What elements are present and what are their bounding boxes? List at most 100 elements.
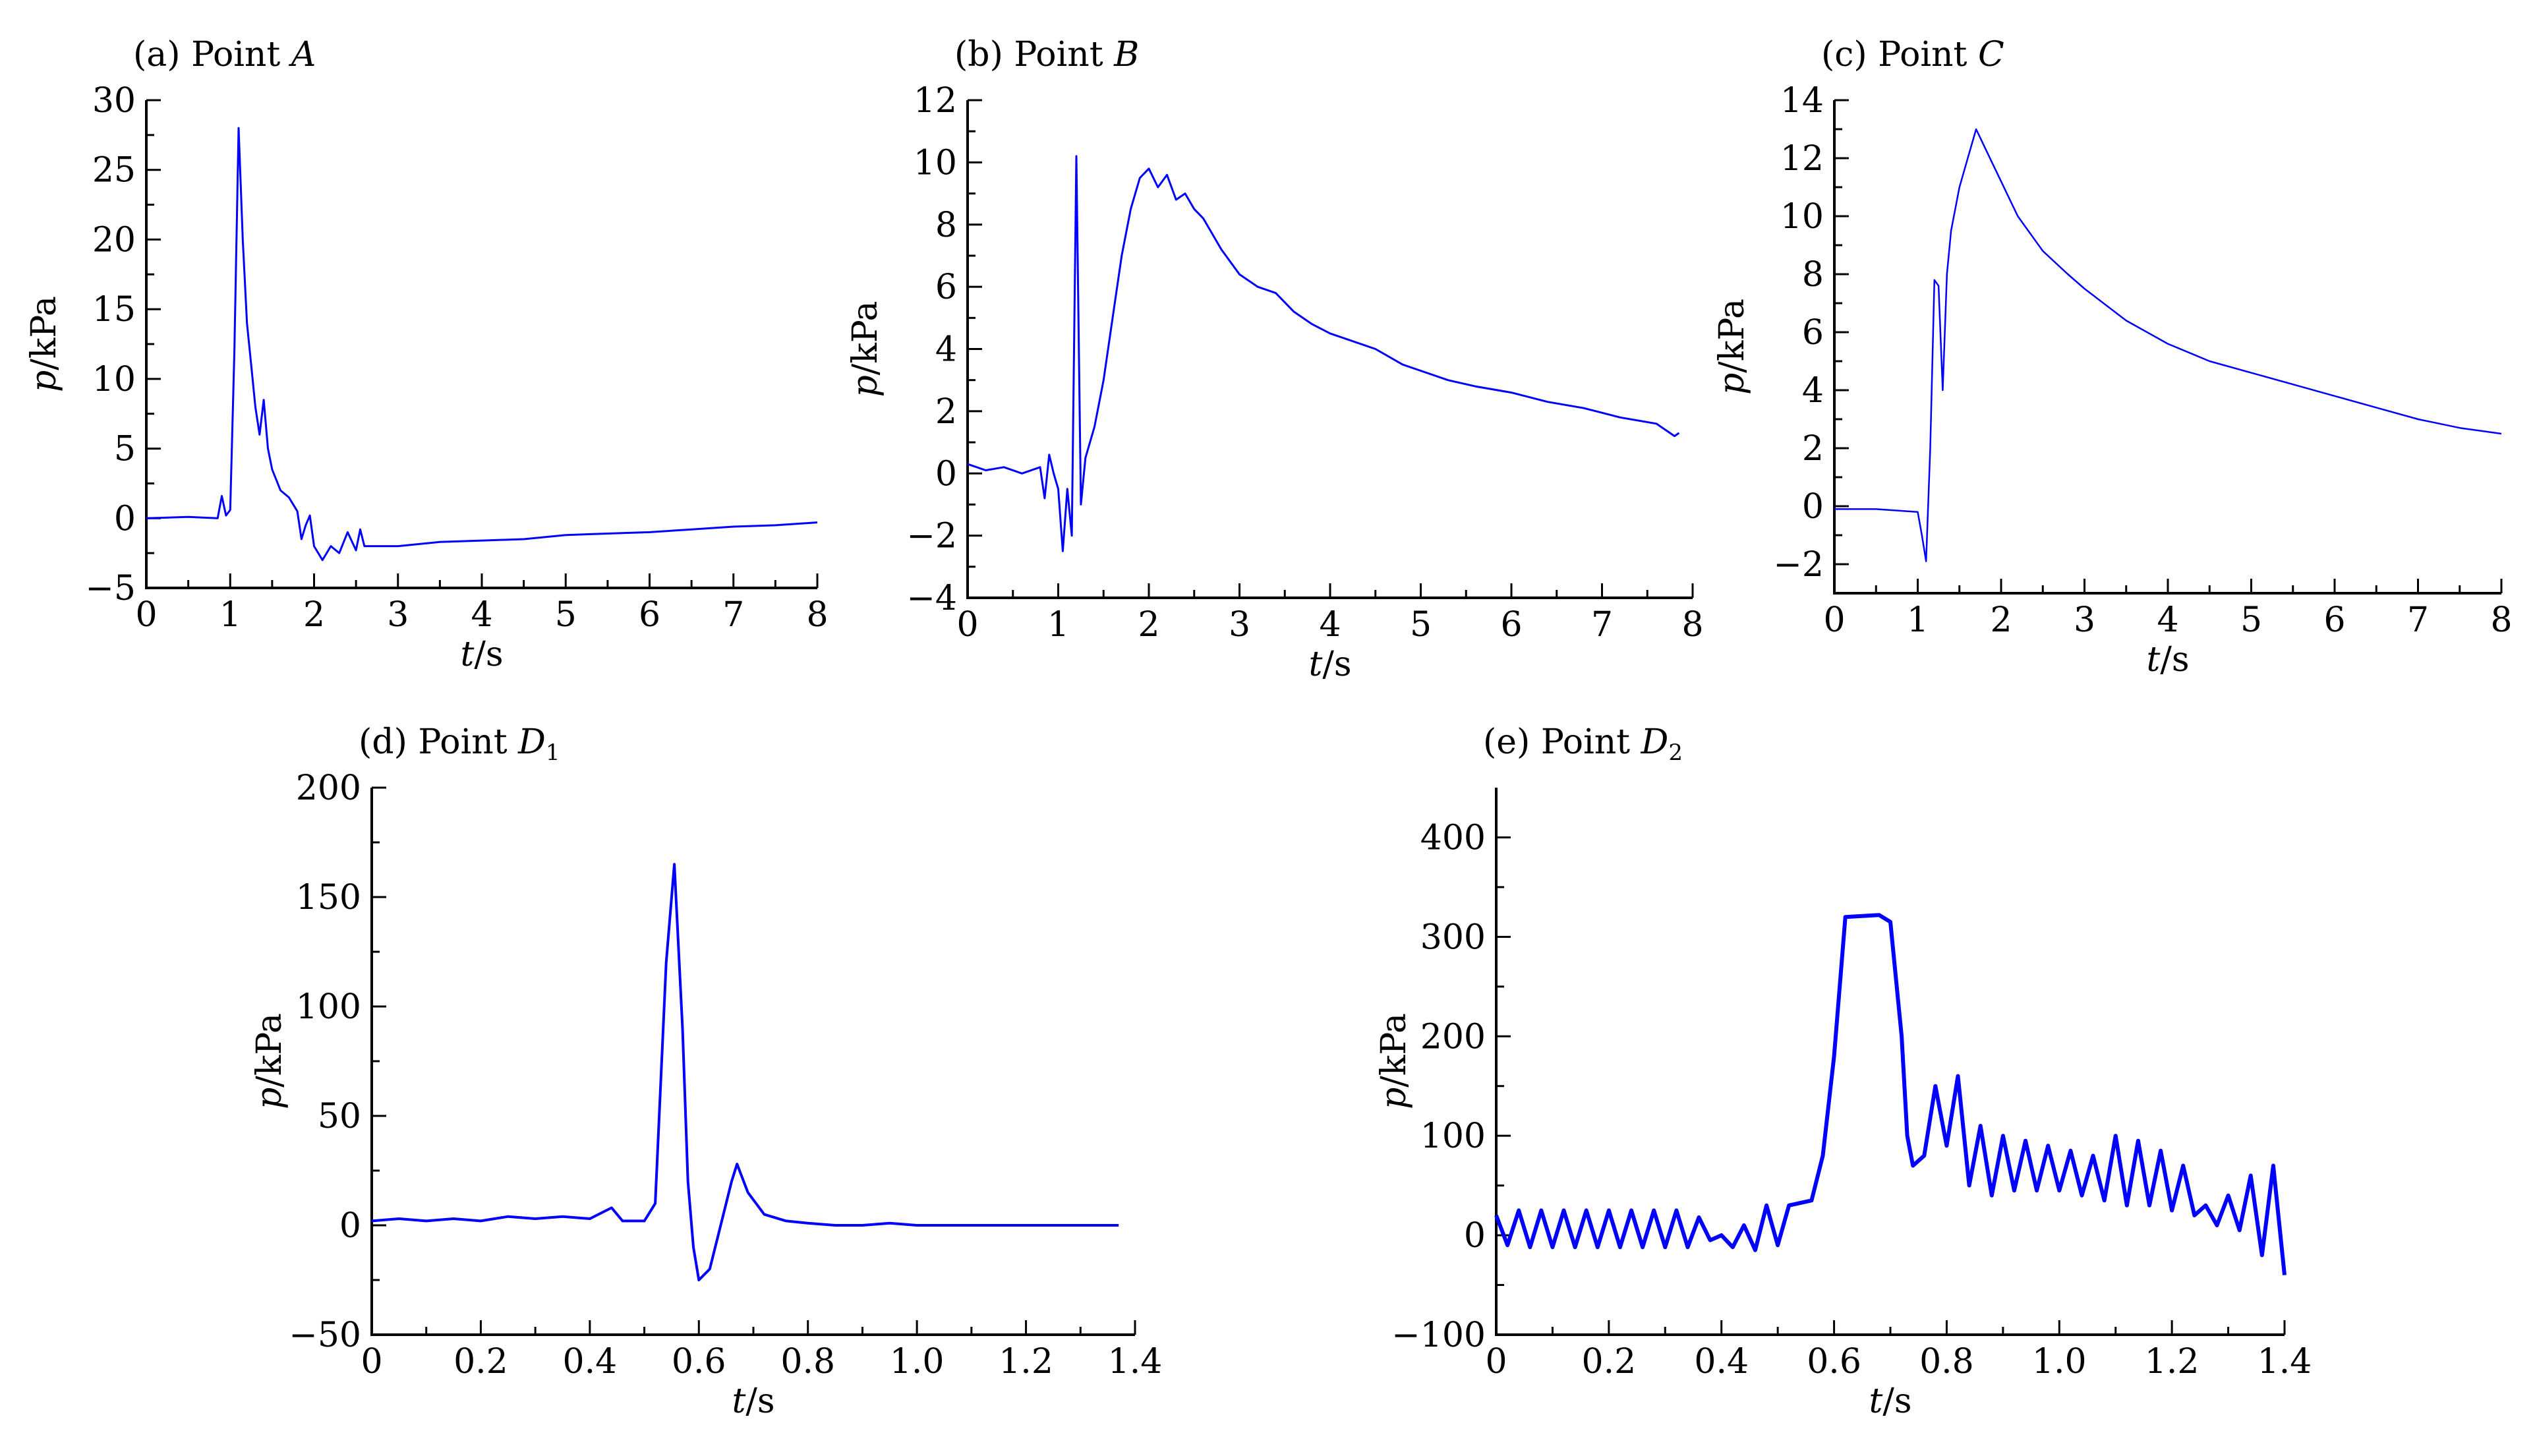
x-tick-label: 7 (722, 595, 744, 635)
y-tick-label: 12 (914, 81, 957, 121)
y-tick-label: −4 (906, 579, 957, 618)
panel-title-prefix: (d) Point (359, 722, 518, 762)
y-tick-label: 20 (92, 220, 136, 260)
series-line (1834, 128, 2502, 562)
y-axis-unit: /kPa (1712, 299, 1752, 373)
x-axis-var: t (732, 1382, 745, 1421)
y-tick-label: 8 (935, 206, 957, 245)
x-tick-label: 3 (1229, 605, 1250, 645)
x-tick-label: 8 (2490, 600, 2512, 640)
y-tick-label: 5 (114, 430, 136, 469)
axes-frame (1833, 100, 2501, 595)
x-tick-label: 1.4 (1108, 1342, 1163, 1382)
x-tick-label: 2 (1990, 600, 2012, 640)
x-tick-label: 0 (135, 595, 157, 635)
y-tick-label: 100 (296, 987, 361, 1027)
x-axis-var: t (2146, 640, 2160, 680)
y-tick-label: −5 (85, 569, 136, 608)
x-tick-label: 4 (471, 595, 492, 635)
panel-title-var: B (1113, 35, 1139, 74)
y-tick-label: 10 (92, 360, 136, 399)
series-line (967, 155, 1680, 552)
panel-title-prefix: (a) Point (133, 35, 291, 74)
x-axis-var: t (1308, 645, 1322, 684)
y-axis-unit: /kPa (846, 301, 885, 376)
panel-title: (a) Point A (133, 35, 316, 74)
y-tick-label: 0 (1464, 1216, 1486, 1256)
y-tick-label: 200 (296, 769, 361, 808)
x-tick-label: 1.2 (999, 1342, 1053, 1382)
y-tick-label: 200 (1420, 1017, 1486, 1057)
y-tick-label: 2 (1802, 429, 1824, 469)
x-tick-label: 0.4 (563, 1342, 618, 1382)
y-tick-label: 4 (935, 330, 957, 370)
y-tick-label: 150 (296, 878, 361, 917)
series-line (146, 127, 818, 562)
panel-d: 0 0.2 0.4 0.6 0.8 1.0 1.2 1.4−50050100150200(d)… (250, 722, 1162, 1421)
axes-frame (370, 788, 1135, 1336)
y-tick-label: 0 (1802, 487, 1824, 527)
y-tick-label: −50 (289, 1316, 361, 1355)
x-tick-label: 8 (806, 595, 828, 635)
y-tick-label: −2 (906, 517, 957, 556)
series-line (371, 863, 1119, 1281)
x-axis-label: t/s (460, 635, 503, 674)
y-axis-var: p (250, 1088, 289, 1109)
panel-e: 0 0.2 0.4 0.6 0.8 1.0 1.2 1.4−1000100200300400(… (1374, 722, 2312, 1421)
y-tick-label: 50 (318, 1097, 361, 1136)
x-tick-label: 0.2 (453, 1342, 508, 1382)
x-tick-label: 1 (219, 595, 241, 635)
y-tick-label: 6 (1802, 313, 1824, 353)
panel-title-var: C (1978, 35, 2004, 74)
x-tick-label: 0 (1823, 600, 1845, 640)
x-tick-label: 2 (303, 595, 325, 635)
x-tick-label: 1 (1907, 600, 1929, 640)
x-axis-var: t (460, 635, 474, 674)
y-axis-label: p/kPa (24, 296, 64, 392)
x-tick-label: 5 (2240, 600, 2262, 640)
x-tick-label: 0.8 (780, 1342, 835, 1382)
y-tick-label: 12 (1780, 139, 1824, 179)
x-tick-label: 7 (1591, 605, 1613, 645)
x-tick-label: 5 (1410, 605, 1432, 645)
x-axis-label: t/s (732, 1382, 774, 1421)
x-tick-label: 4 (1319, 605, 1341, 645)
x-axis-unit: /s (474, 635, 503, 674)
y-tick-label: 30 (92, 81, 136, 121)
x-tick-label: 0.6 (1807, 1342, 1861, 1382)
x-axis-var: t (1869, 1382, 1882, 1421)
y-tick-label: 15 (92, 290, 136, 330)
x-axis-unit: /s (1882, 1382, 1911, 1421)
y-axis-label: p/kPa (1374, 1013, 1414, 1109)
x-axis-unit: /s (2160, 640, 2189, 680)
y-axis-var: p (1374, 1088, 1414, 1109)
x-tick-label: 6 (1500, 605, 1522, 645)
x-tick-label: 0.2 (1582, 1342, 1637, 1382)
y-tick-label: 6 (935, 268, 957, 307)
panel-title: (b) Point B (954, 35, 1139, 74)
x-tick-label: 2 (1138, 605, 1159, 645)
panel-title: (c) Point C (1821, 35, 2004, 74)
y-tick-label: 8 (1802, 255, 1824, 295)
x-tick-label: 5 (555, 595, 577, 635)
x-tick-label: 1.0 (890, 1342, 945, 1382)
x-tick-label: 3 (387, 595, 409, 635)
x-axis-unit: /s (745, 1382, 774, 1421)
y-tick-label: −100 (1391, 1316, 1486, 1355)
axes-frame (145, 100, 817, 589)
y-tick-label: 10 (1780, 197, 1824, 237)
x-tick-label: 1.2 (2145, 1342, 2200, 1382)
panel-title-var: D (517, 722, 546, 762)
panel-title-sub: 2 (1668, 740, 1683, 766)
y-tick-label: 400 (1420, 818, 1486, 858)
y-axis-var: p (846, 375, 885, 397)
y-axis-var: p (24, 370, 64, 392)
y-axis-label: p/kPa (250, 1013, 289, 1109)
x-tick-label: 1.4 (2258, 1342, 2312, 1382)
x-tick-label: 0 (1485, 1342, 1507, 1382)
y-axis-unit: /kPa (1374, 1013, 1414, 1088)
y-tick-label: 0 (114, 499, 136, 539)
